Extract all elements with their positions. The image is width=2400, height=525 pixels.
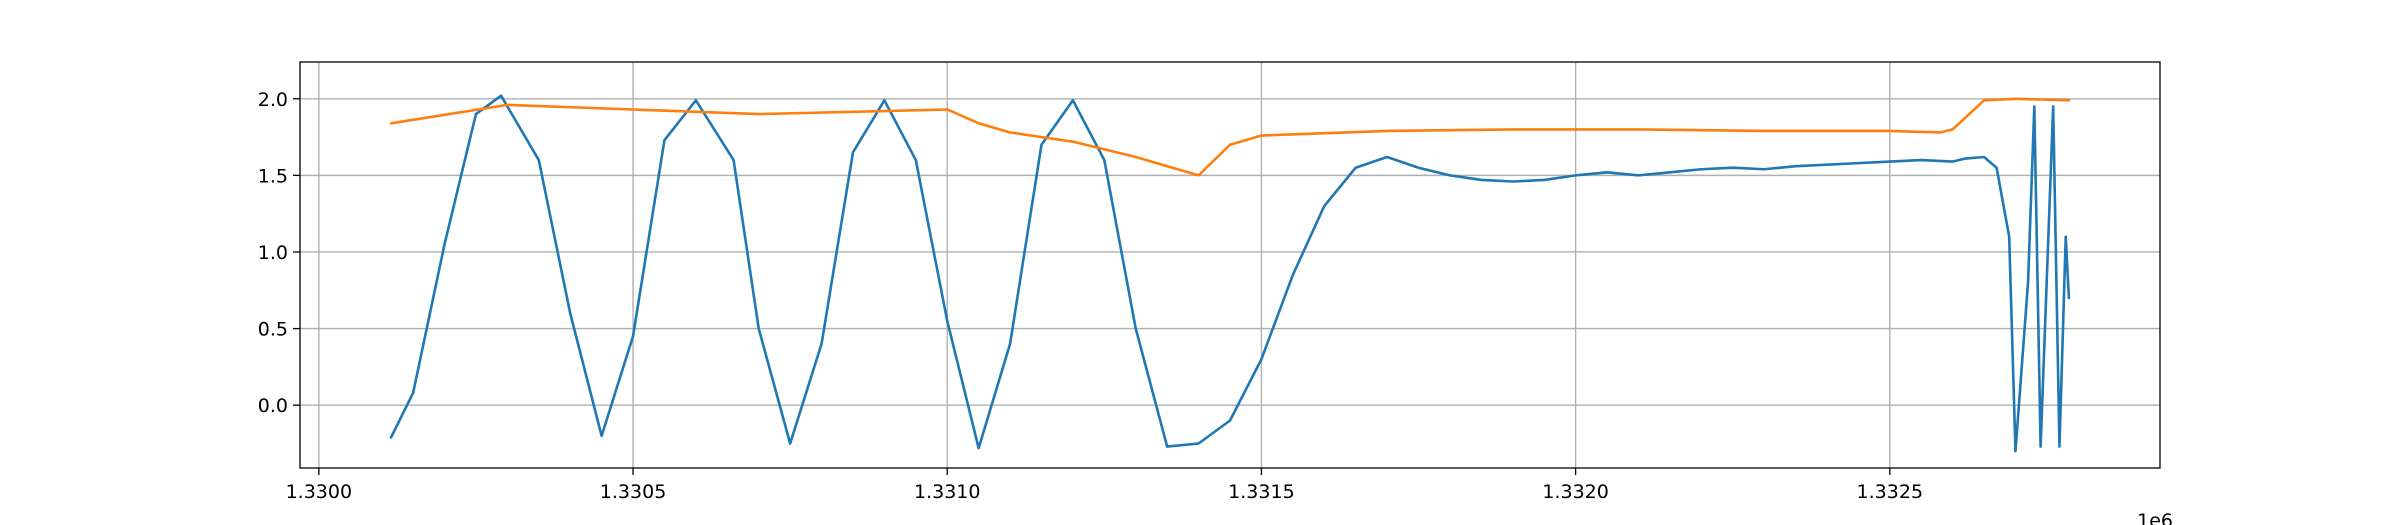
x-tick-label: 1.3320 bbox=[1542, 481, 1608, 503]
ticks: 1.3300 1.3305 1.3310 1.3315 1.3320 1.3325 0.0 0… bbox=[258, 89, 1923, 503]
x-tick-label: 1.3300 bbox=[286, 481, 352, 503]
x-tick-label: 1.3305 bbox=[600, 481, 666, 503]
x-tick-label: 1.3310 bbox=[914, 481, 980, 503]
y-tick-label: 0.5 bbox=[258, 319, 288, 341]
series-line-1 bbox=[389, 94, 2071, 453]
y-tick-label: 0.0 bbox=[258, 395, 288, 417]
axes-frame bbox=[299, 61, 2161, 469]
series-layer bbox=[389, 94, 2071, 453]
y-tick-label: 2.0 bbox=[258, 89, 288, 111]
grid bbox=[300, 62, 2160, 468]
y-tick-label: 1.5 bbox=[258, 165, 288, 187]
x-tick-label: 1.3315 bbox=[1228, 481, 1294, 503]
y-tick-label: 1.0 bbox=[258, 242, 288, 264]
x-tick-label: 1.3325 bbox=[1857, 481, 1923, 503]
series-line-2 bbox=[389, 97, 2071, 177]
x-axis-offset-label: 1e6 bbox=[2137, 510, 2173, 525]
